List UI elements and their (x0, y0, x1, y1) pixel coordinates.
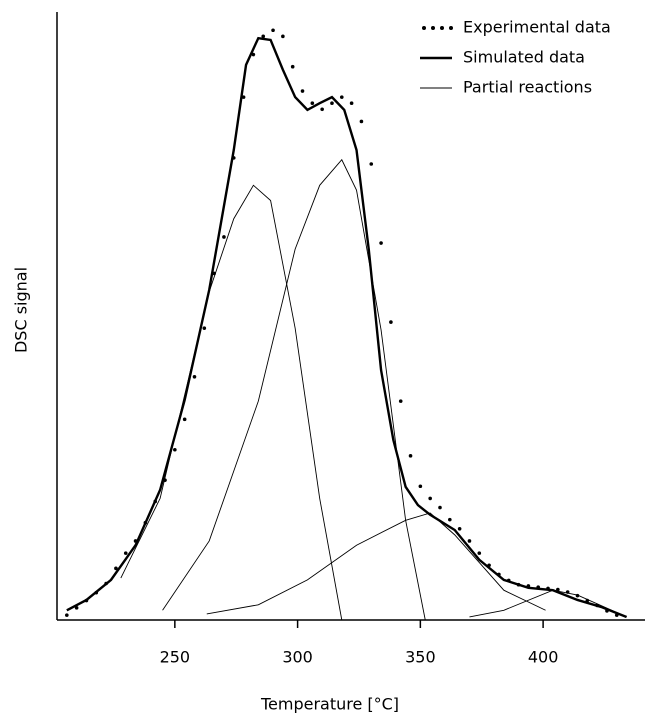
data-point (349, 101, 354, 105)
data-point (320, 107, 324, 112)
y-axis-label: DSC signal (12, 267, 31, 353)
data-point (438, 505, 442, 510)
data-point (202, 326, 207, 330)
x-tick-label: 400 (528, 648, 559, 667)
partial-reaction (469, 589, 627, 618)
x-tick-label: 350 (405, 648, 436, 667)
data-point (261, 34, 266, 39)
partial-reaction (162, 158, 426, 621)
data-point (448, 517, 452, 522)
data-point (182, 417, 187, 422)
legend-label: Simulated data (463, 48, 585, 67)
x-tick-label: 250 (160, 648, 191, 667)
legend-label: Experimental data (463, 18, 611, 37)
partial-reaction (206, 512, 546, 615)
data-point (398, 399, 403, 403)
data-point (428, 496, 432, 501)
data-point (330, 101, 334, 105)
data-point (290, 64, 295, 69)
data-point (300, 89, 305, 93)
data-point (271, 28, 275, 33)
legend-symbol (422, 26, 426, 30)
data-point (114, 566, 118, 571)
data-point (192, 375, 197, 379)
data-point (379, 241, 383, 245)
legend-symbol (449, 26, 453, 30)
data-point (369, 162, 374, 166)
partial-reaction (120, 184, 343, 621)
data-point (281, 34, 285, 39)
data-point (418, 484, 423, 489)
data-point (477, 551, 482, 555)
legend-symbol (431, 26, 435, 30)
legend-label: Partial reactions (463, 78, 592, 97)
x-tick-label: 300 (282, 648, 313, 667)
data-point (408, 454, 413, 458)
data-point (173, 447, 177, 452)
data-point (310, 101, 315, 105)
legend-symbol (440, 26, 444, 30)
line (66, 36, 628, 619)
data-point (359, 119, 364, 124)
x-axis-label: Temperature [°C] (260, 695, 399, 714)
data-point (222, 235, 226, 239)
data-point (65, 613, 69, 617)
data-point (467, 539, 472, 543)
data-point (339, 95, 344, 99)
data-point (74, 606, 79, 610)
data-point (457, 527, 462, 531)
data-point (123, 551, 128, 555)
data-point (556, 587, 560, 592)
data-point (389, 320, 393, 324)
